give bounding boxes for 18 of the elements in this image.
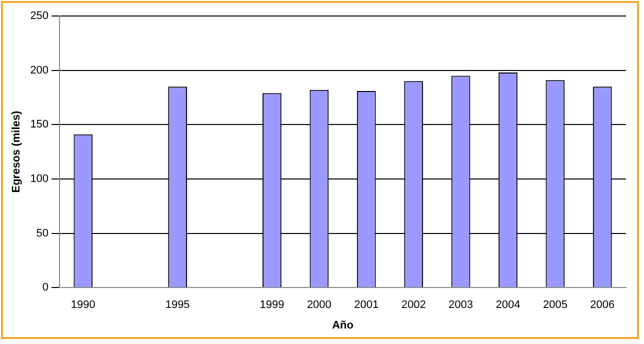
x-tick-label: 2005 [542,299,568,312]
x-axis-title: Año [332,319,354,332]
x-tick-label: 1995 [165,299,190,312]
x-tick-label: 2004 [496,299,520,312]
x-tick-label: 2000 [306,299,332,312]
y-tick-label: 250 [30,10,49,22]
x-tick-label: 2001 [354,299,379,312]
x-tick-label: 2003 [448,299,474,312]
y-axis-title: Egresos (miles) [10,110,23,193]
y-tick-label: 0 [42,282,49,294]
y-tick-label: 150 [30,118,49,131]
x-tick-label: 2002 [401,299,426,312]
y-tick-label: 200 [30,64,49,76]
x-tick-label: 2006 [590,299,615,312]
x-tick-label: 1990 [70,299,96,312]
y-tick-label: 100 [30,172,49,185]
x-tick-label: 1999 [260,299,284,312]
y-tick-label: 50 [36,227,49,240]
